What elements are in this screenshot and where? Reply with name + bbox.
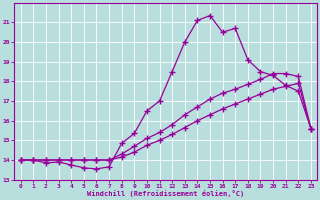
- X-axis label: Windchill (Refroidissement éolien,°C): Windchill (Refroidissement éolien,°C): [87, 190, 244, 197]
